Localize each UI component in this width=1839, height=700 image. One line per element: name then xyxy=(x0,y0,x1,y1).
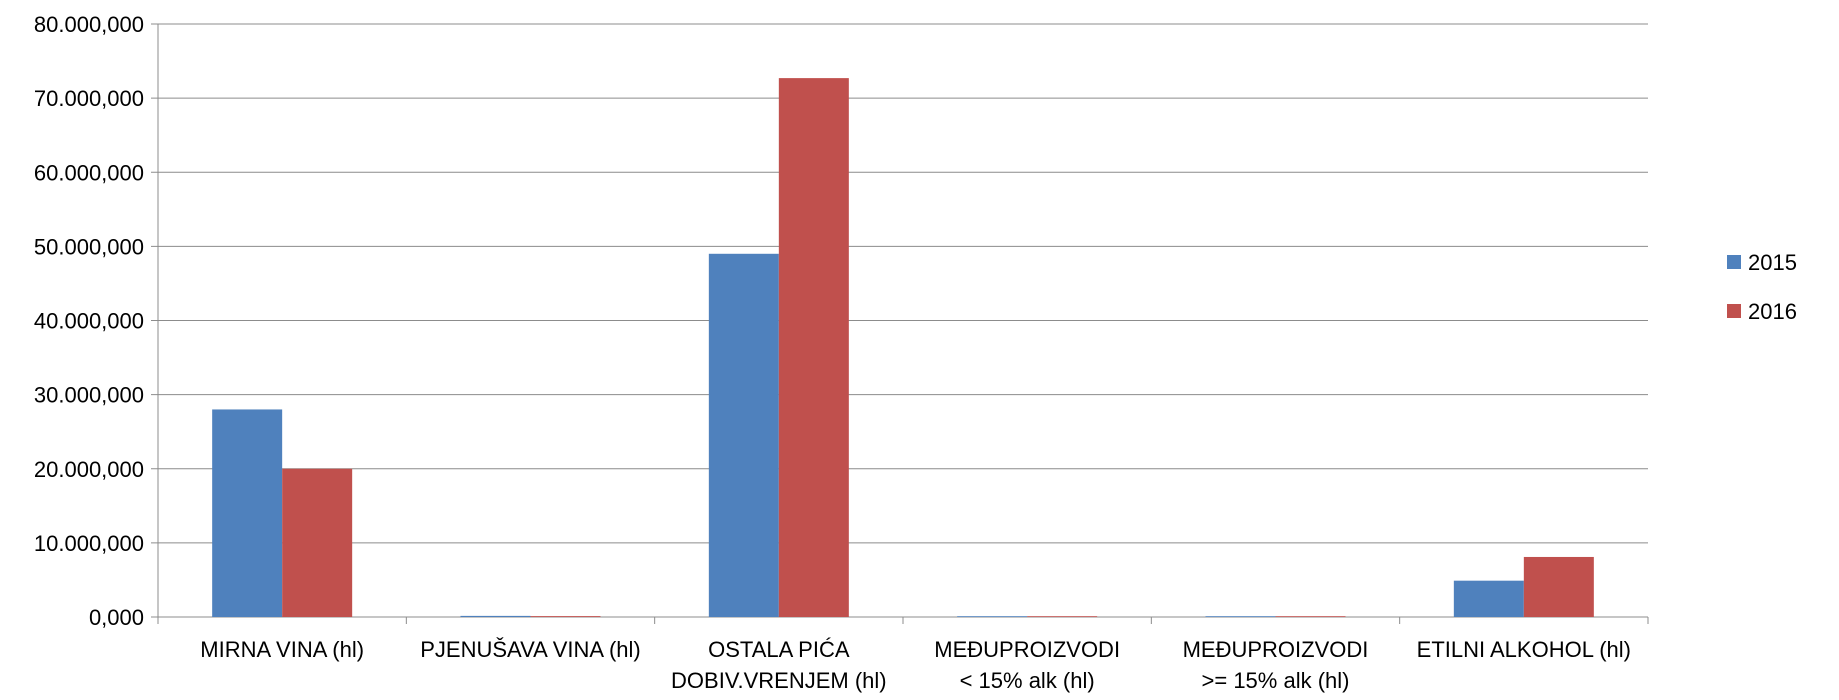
y-tick-label: 60.000,000 xyxy=(34,160,144,185)
x-tick-label: >= 15% alk (hl) xyxy=(1202,668,1350,693)
bar-2016 xyxy=(282,468,353,617)
y-tick-label: 30.000,000 xyxy=(34,383,144,408)
bar-2016 xyxy=(1523,556,1594,617)
x-tick-label: PJENUŠAVA VINA (hl) xyxy=(420,637,640,662)
x-tick-label: OSTALA PIĆA xyxy=(708,637,850,662)
y-tick-label: 20.000,000 xyxy=(34,457,144,482)
y-tick-label: 80.000,000 xyxy=(34,12,144,37)
x-tick-label: ETILNI ALKOHOL (hl) xyxy=(1417,637,1631,662)
legend-label: 2016 xyxy=(1748,299,1797,324)
bar-2015 xyxy=(460,615,531,617)
bar-2016 xyxy=(1027,616,1098,617)
bar-2015 xyxy=(212,409,283,617)
x-tick-label: MIRNA VINA (hl) xyxy=(200,637,364,662)
legend-swatch-2015 xyxy=(1727,255,1741,269)
x-tick-label: MEĐUPROIZVODI xyxy=(1183,637,1369,662)
x-tick-label: DOBIV.VRENJEM (hl) xyxy=(671,668,887,693)
x-tick-label: < 15% alk (hl) xyxy=(960,668,1095,693)
bar-2016 xyxy=(778,78,849,617)
y-tick-label: 10.000,000 xyxy=(34,531,144,556)
bar-2015 xyxy=(957,616,1028,617)
y-tick-label: 70.000,000 xyxy=(34,86,144,111)
y-tick-label: 50.000,000 xyxy=(34,234,144,259)
bar-2016 xyxy=(530,616,601,617)
legend-swatch-2016 xyxy=(1727,304,1741,318)
x-tick-label: MEĐUPROIZVODI xyxy=(934,637,1120,662)
y-tick-label: 40.000,000 xyxy=(34,309,144,334)
legend-label: 2015 xyxy=(1748,250,1797,275)
bar-2015 xyxy=(1453,580,1524,617)
bar-2015 xyxy=(708,253,779,617)
bar-2016 xyxy=(1275,616,1346,617)
bar-2015 xyxy=(1205,616,1276,617)
y-tick-label: 0,000 xyxy=(89,605,144,630)
